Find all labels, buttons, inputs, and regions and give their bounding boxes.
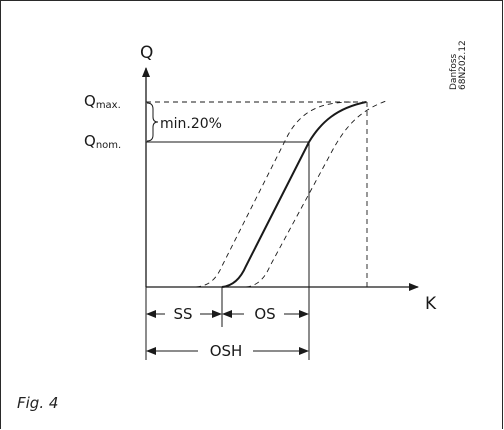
y-axis-label: Q	[140, 43, 153, 63]
q-nom-label: Qnom.	[84, 132, 121, 151]
characteristic-curve-lower-tolerance	[245, 99, 390, 288]
document-code-watermark: Danfoss 68N202.12	[449, 40, 468, 90]
ss-label: SS	[173, 305, 192, 323]
min-margin-brace	[146, 102, 159, 142]
characteristic-curve-upper-tolerance	[195, 101, 354, 288]
x-axis-label: K	[425, 294, 437, 314]
min-margin-note: min.20%	[160, 116, 222, 132]
os-label: OS	[254, 305, 275, 323]
watermark-code: 68N202.12	[458, 40, 468, 90]
characteristic-curve-main	[221, 101, 367, 288]
figure-caption: Fig. 4	[17, 394, 59, 412]
watermark-brand: Danfoss	[449, 53, 459, 90]
q-max-label: Qmax.	[84, 92, 121, 111]
osh-label: OSH	[210, 342, 243, 360]
